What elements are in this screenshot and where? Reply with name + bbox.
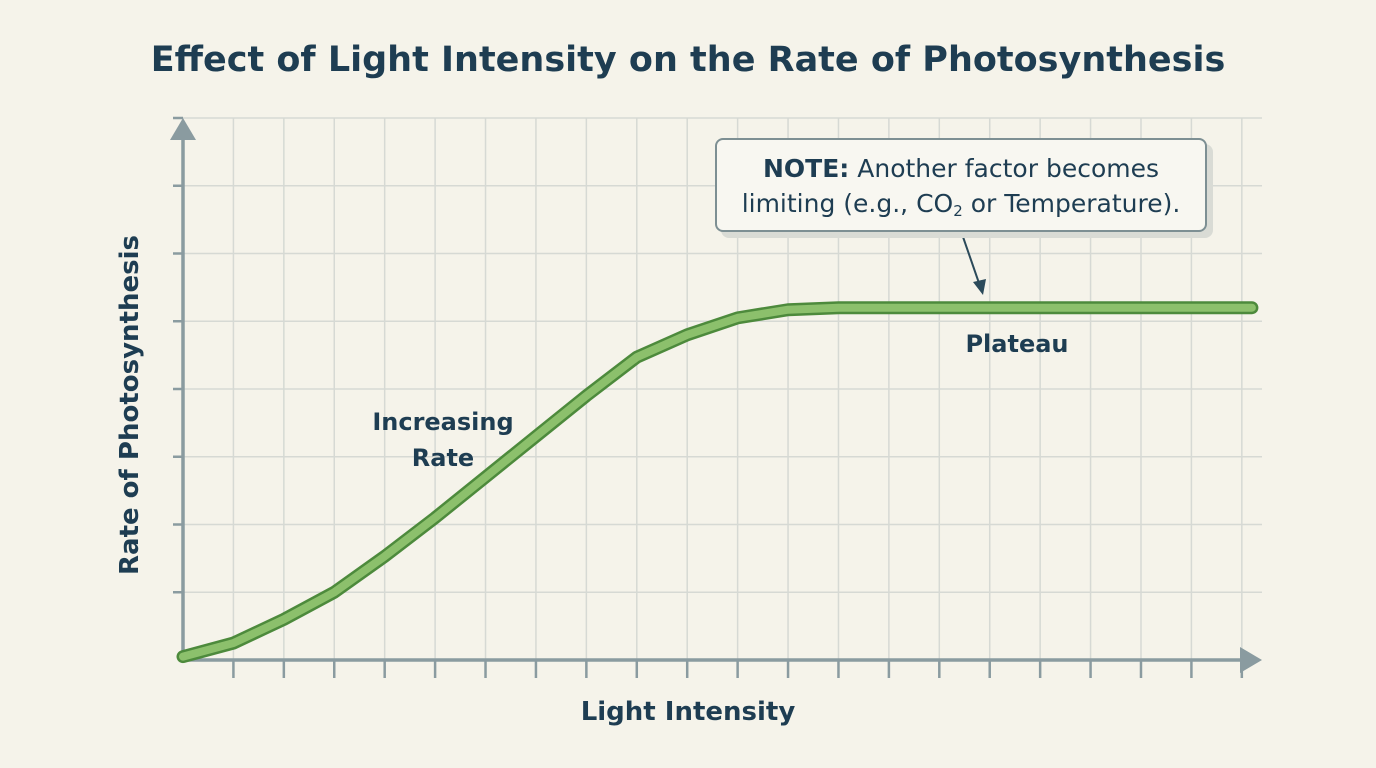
x-axis-arrow [1240, 647, 1262, 673]
y-axis-arrow [170, 118, 196, 140]
note-text: Another factor becomes limiting (e.g., C… [741, 154, 1159, 218]
chart-title: Effect of Light Intensity on the Rate of… [150, 40, 1226, 80]
annotation: Increasing Rate [372, 408, 514, 472]
x-axis-label-text: Light Intensity [580, 697, 796, 727]
note-pointer-head [973, 279, 986, 295]
note-text: or Temperature). [962, 189, 1181, 218]
line-outline [176, 301, 1259, 664]
y-axis-label: Rate of Photosynthesis [115, 235, 145, 575]
note-subscript: 2 [953, 202, 963, 220]
x-axis-label: Light Intensity [0, 697, 1376, 727]
note-heading: NOTE: [763, 154, 850, 183]
annotation: Plateau [965, 330, 1069, 358]
note-pointer [961, 233, 981, 287]
line [179, 303, 1256, 661]
note-box: NOTE: Another factor becomes limiting (e… [715, 138, 1207, 232]
